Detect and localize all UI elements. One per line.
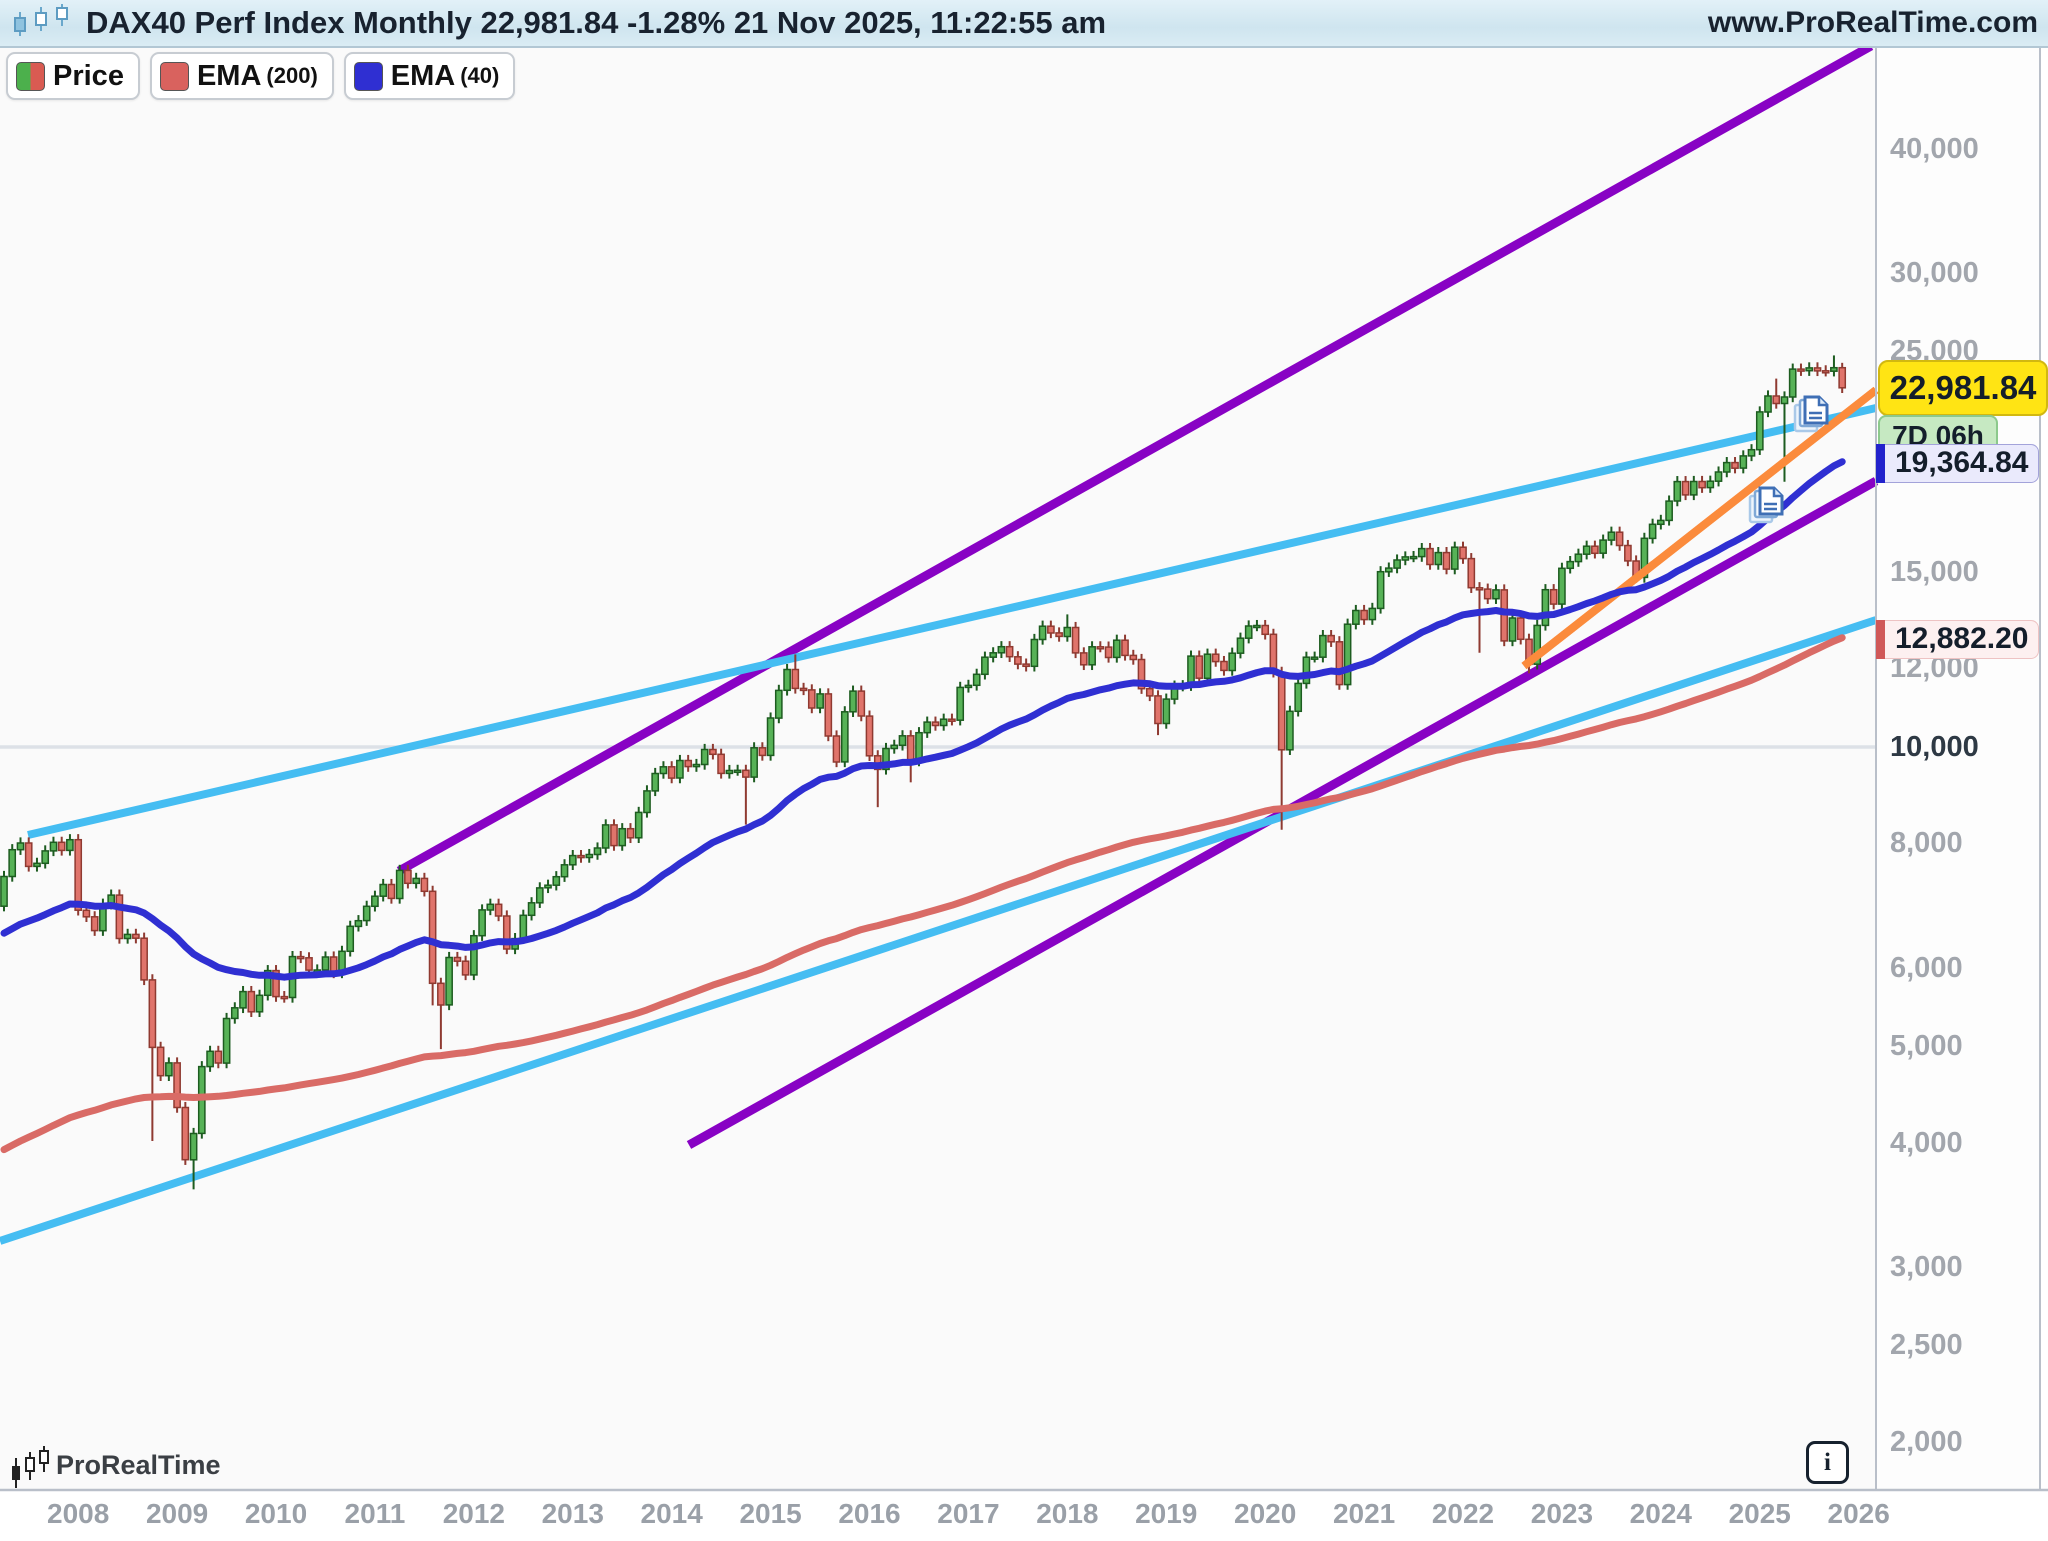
x-axis-tick: 2014 xyxy=(640,1498,703,1529)
y-axis-tick: 10,000 xyxy=(1890,731,1979,763)
chart-header: DAX40 Perf Index Monthly 22,981.84 -1.28… xyxy=(0,0,2048,48)
chart-title: DAX40 Perf Index Monthly 22,981.84 -1.28… xyxy=(86,5,1107,40)
x-axis-tick: 2022 xyxy=(1431,1498,1495,1529)
legend-price-label: Price xyxy=(53,59,124,92)
y-axis-tick: 15,000 xyxy=(1890,555,1979,588)
indicator-legend: Price EMA (200) EMA (40) xyxy=(6,52,516,100)
legend-chip-ema200[interactable]: EMA (200) xyxy=(149,52,334,100)
event-marker-icon[interactable] xyxy=(1793,395,1829,433)
ema200-price-label: 12,882.20 xyxy=(1876,619,2040,659)
legend-ema200-period: (200) xyxy=(266,63,318,88)
x-axis-tick: 2010 xyxy=(244,1498,308,1529)
legend-chip-price[interactable]: Price xyxy=(6,52,140,100)
x-axis-tick: 2015 xyxy=(739,1498,802,1529)
x-axis-tick: 2020 xyxy=(1234,1498,1297,1529)
secondary-support-line[interactable] xyxy=(0,616,1878,1245)
legend-chip-ema40[interactable]: EMA (40) xyxy=(343,52,516,100)
ema200-swatch-icon xyxy=(159,61,189,91)
x-axis-tick: 2021 xyxy=(1332,1498,1396,1529)
x-axis-tick: 2013 xyxy=(541,1498,604,1529)
x-axis-tick: 2018 xyxy=(1036,1498,1099,1529)
last-price-value: 22,981.84 xyxy=(1889,368,2037,406)
x-axis-tick: 2017 xyxy=(937,1498,1000,1529)
legend-ema40-label: EMA xyxy=(390,59,456,92)
x-axis-tick: 2008 xyxy=(47,1498,110,1529)
ema200-label-bar xyxy=(1876,619,1885,659)
x-axis-tick: 2019 xyxy=(1135,1498,1198,1529)
website-watermark: www.ProRealTime.com xyxy=(1707,6,2038,39)
x-axis-tick: 2016 xyxy=(838,1498,901,1529)
legend-ema200-label: EMA xyxy=(196,59,262,92)
ema40-line[interactable] xyxy=(0,458,1846,981)
upper-channel-line[interactable] xyxy=(396,42,1874,875)
ema200-line[interactable] xyxy=(0,634,1846,1154)
ema40-label-bar xyxy=(1876,443,1885,483)
x-axis-tick: 2025 xyxy=(1728,1498,1791,1529)
price-swatch-icon xyxy=(16,61,45,91)
long-term-support-line[interactable] xyxy=(27,404,1877,839)
y-axis-tick: 8,000 xyxy=(1890,827,1963,860)
y-axis-tick: 5,000 xyxy=(1890,1030,1963,1063)
y-axis-tick: 2,500 xyxy=(1890,1329,1963,1362)
brand-name: ProRealTime xyxy=(56,1450,221,1480)
last-price-label: 22,981.84 xyxy=(1878,359,2048,416)
y-axis-tick: 30,000 xyxy=(1890,256,1979,289)
prorealtime-logo-icon xyxy=(8,1444,52,1493)
prorealtime-mini-logo-icon xyxy=(10,3,72,43)
x-axis-tick: 2023 xyxy=(1530,1498,1594,1529)
x-axis-tick: 2009 xyxy=(145,1498,209,1529)
x-axis-tick: 2012 xyxy=(442,1498,505,1529)
info-button[interactable]: i xyxy=(1806,1441,1849,1484)
y-axis-tick: 2,000 xyxy=(1890,1425,1963,1458)
ema40-swatch-icon xyxy=(353,61,383,91)
legend-ema40-period: (40) xyxy=(460,63,500,88)
ema40-price-label: 19,364.84 xyxy=(1876,443,2040,483)
ema200-value: 12,882.20 xyxy=(1895,622,2029,656)
y-axis-tick: 40,000 xyxy=(1890,132,1979,165)
x-axis-tick: 2024 xyxy=(1629,1498,1692,1529)
y-axis-tick: 4,000 xyxy=(1890,1126,1963,1159)
y-axis-tick: 6,000 xyxy=(1890,951,1963,984)
x-axis-tick: 2026 xyxy=(1827,1498,1890,1529)
event-marker-icon[interactable] xyxy=(1748,486,1784,524)
ema40-value: 19,364.84 xyxy=(1895,446,2029,480)
info-button-glyph: i xyxy=(1824,1448,1831,1476)
x-axis-tick: 2011 xyxy=(344,1498,406,1529)
y-axis-tick: 3,000 xyxy=(1890,1250,1963,1283)
